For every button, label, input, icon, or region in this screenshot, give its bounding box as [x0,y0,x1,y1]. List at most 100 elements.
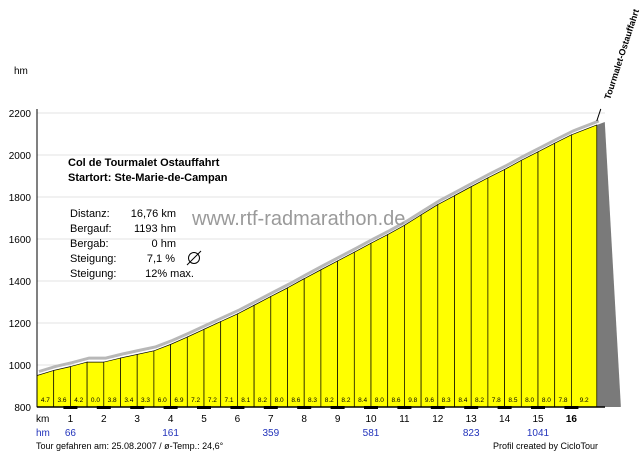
x-tick-mark [564,406,579,409]
hm-marker-value: 1041 [527,428,550,439]
profile-segment [554,134,572,408]
segment-gradient-label: 8.3 [442,397,451,404]
segment-gradient-label: 3.8 [108,397,117,404]
profile-segment [270,287,288,408]
info-box: Distanz: 16,76 km Bergauf: 1193 hm Berga… [70,208,202,280]
info-label-steigung-max: Steigung: [70,268,116,280]
hm-marker-value: 161 [162,428,179,439]
segment-gradient-label: 8.5 [508,397,517,404]
profile-segment [404,214,422,408]
segment-gradient-label: 8.2 [258,397,267,404]
segment-gradient-label: 7.2 [191,397,200,404]
profile-segment [420,203,439,408]
profile-segment [470,177,489,408]
y-axis-label: hm [14,66,28,77]
x-tick-mark [197,406,211,409]
y-tick-label: 1000 [9,361,32,372]
segment-gradient-label: 3.6 [58,397,67,404]
segment-gradient-label: 0.0 [91,397,100,404]
segment-gradient-label: 8.4 [458,397,467,404]
profile-segment [504,159,522,408]
x-tick-mark [297,406,312,409]
watermark: www.rtf-radmarathon.de [191,208,405,230]
y-tick-label: 1400 [9,277,32,288]
segment-gradient-label: 8.2 [341,397,350,404]
profile-segment [387,224,405,408]
y-tick-label: 1800 [9,193,32,204]
segment-gradient-label: 8.6 [291,397,300,404]
profile-segments [36,124,598,408]
hm-row-label: hm [36,428,50,439]
profile-segment [253,295,272,408]
y-tick-label: 2200 [9,109,32,120]
x-tick-mark [263,406,278,409]
chart-title: Col de Tourmalet Ostauffahrt [68,157,220,169]
x-tick-label: 8 [301,414,307,425]
segment-gradient-labels: 4.7 3.6 4.2 0.0 3.8 3.4 3.3 6.0 6.9 7.2 7.2 7.1 8.1 8… [41,397,589,404]
profile-shadow [38,119,621,407]
x-tick-label: 6 [235,414,241,425]
profile-segment [454,186,472,408]
hm-marker-value: 823 [463,428,480,439]
x-tick-mark [430,406,445,409]
hm-marker-value: 581 [363,428,380,439]
profile-segment [203,321,222,408]
profile-segment [337,251,355,408]
segment-gradient-label: 8.4 [358,397,367,404]
chart-subtitle: Startort: Ste-Marie-de-Campan [68,172,228,184]
segment-gradient-label: 8.2 [325,397,334,404]
summit-label: Tourmalet-Ostauffahrt [602,8,640,101]
x-tick-label: 14 [499,414,511,425]
segment-gradient-label: 8.0 [275,397,284,404]
x-tick-label: 4 [168,414,174,425]
segment-gradient-label: 7.1 [225,397,234,404]
x-tick-label: 12 [432,414,444,425]
info-label-bergauf: Bergauf: [70,223,112,235]
info-label-steigung-avg: Steigung: [70,253,116,265]
x-axis-label: km [36,414,49,425]
footer-tour-info: Tour gefahren am: 25.08.2007 / ø-Temp.: … [36,441,224,451]
x-tick-mark [96,406,111,409]
profile-segment [370,234,389,408]
profile-segment [353,242,372,408]
x-tick-mark [464,406,479,409]
info-label-bergab: Bergab: [70,238,109,250]
x-tick-label: 7 [268,414,274,425]
y-tick-label: 2000 [9,151,32,162]
x-tick-mark [330,406,345,409]
y-tick-labels: 800 1000 1200 1400 1600 1800 2000 2200 [9,109,32,414]
profile-segment [320,260,338,408]
profile-segment [303,269,322,408]
x-tick-labels: 1 2 3 4 5 6 7 8 9 10 11 12 13 14 15 16 [68,414,578,425]
x-tick-label: 11 [399,414,410,425]
segment-gradient-label: 8.1 [241,397,250,404]
profile-segment [487,168,505,408]
x-tick-mark [63,406,78,409]
x-tick-mark [230,406,245,409]
info-value-steigung-max: 12% max. [145,268,194,280]
summit-marker [596,108,602,122]
info-value-bergauf: 1193 hm [134,223,176,235]
profile-ridge [38,119,600,373]
profile-segment [537,142,556,408]
hm-marker-value: 359 [262,428,279,439]
info-value-steigung-avg: 7,1 % [147,253,175,265]
x-tick-label: 13 [466,414,478,425]
hm-marker-value: 66 [65,428,77,439]
y-tick-label: 1200 [9,319,32,330]
segment-gradient-label: 3.4 [124,397,133,404]
segment-gradient-label: 6.9 [174,397,183,404]
hm-markers-row: 66 161 359 581 823 1041 [65,428,550,439]
axes [36,108,605,409]
x-tick-mark [397,406,412,409]
segment-gradient-label: 9.8 [408,397,417,404]
x-tick-label: 15 [532,414,544,425]
segment-gradient-label: 8.2 [475,397,484,404]
profile-segment [237,304,255,408]
info-label-distanz: Distanz: [70,208,110,220]
x-tick-label: 1 [68,414,74,425]
info-value-distanz: 16,76 km [131,208,176,220]
y-tick-label: 800 [14,403,31,414]
info-value-bergab: 0 hm [152,238,176,250]
